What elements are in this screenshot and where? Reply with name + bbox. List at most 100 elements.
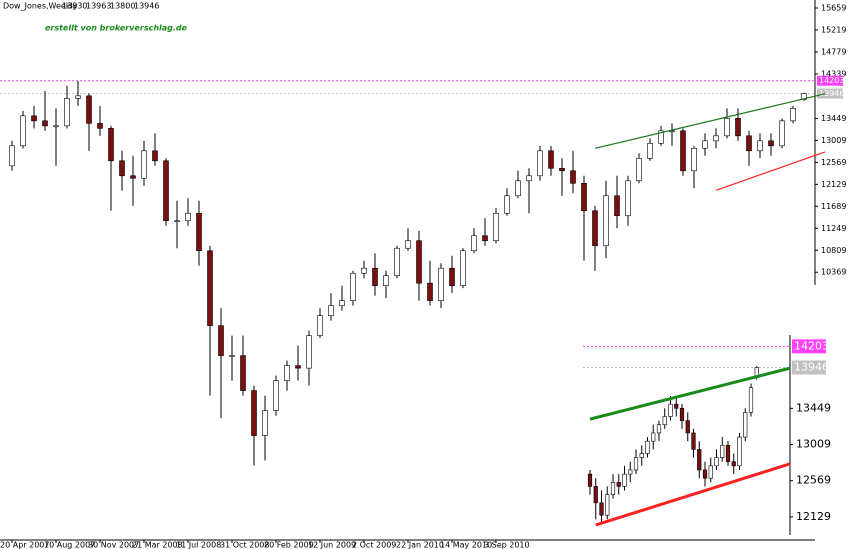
candle-body [493,212,499,242]
candle-body [610,481,616,495]
candle-body [714,457,719,467]
candle-body [725,444,731,463]
candle-body [592,210,598,247]
candle-body [735,118,741,137]
candle-body [662,416,667,426]
candle-body [636,158,642,182]
candle-body [394,247,400,276]
candle-body [731,461,736,467]
candle-body [746,135,752,152]
candle-body [416,240,422,284]
candle-body [668,403,673,417]
candle-body [427,282,433,301]
candle-body [713,135,719,142]
candle-body [339,300,345,306]
candle-body [438,267,444,301]
y-tick-label: 12569 [821,158,846,167]
candle-body [141,150,147,179]
candle-body [53,125,59,128]
x-tick-label: 21 Mar 2008 [132,541,183,549]
y-tick-label: 13449 [796,401,831,414]
candle-body [449,267,455,286]
candle-body [790,108,796,122]
y-tick-label: 10369 [821,268,846,277]
ohlc-close: 13946 [134,2,159,11]
candle-body [737,436,742,467]
candle-body [130,175,136,179]
x-tick-label: 31 Oct 2008 [220,541,269,549]
candle-body [471,235,477,252]
candle-body [587,473,593,487]
y-tick-label: 12129 [796,510,831,523]
candle-body [616,481,621,487]
candle-body [691,148,697,172]
candle-body [593,486,598,504]
y-tick-label: 12129 [821,180,846,189]
candle-body [697,449,702,471]
x-tick-label: 11 Jul 2008 [176,541,221,549]
candle-body [97,123,103,129]
y-tick-label: 13009 [821,136,846,145]
candle-body [628,469,633,475]
candle-body [317,315,323,336]
y-tick-label: 14339 [821,69,846,78]
level-label: 13946 [819,89,844,98]
candle-body [350,272,356,301]
candle-body [570,170,576,184]
candle-body [229,355,235,357]
candle-body [75,95,81,99]
candle-body [748,387,754,413]
candle-body [605,494,610,516]
candle-body [779,120,785,147]
candle-body [656,424,662,434]
y-tick-label: 12569 [796,474,831,487]
candle-body [768,140,774,147]
x-tick-label: 10 Aug 2007 [44,541,95,549]
candle-body [515,180,521,197]
candle-body [645,440,650,454]
candle-body [669,130,675,133]
level-label: 14203 [794,339,829,352]
candle-body [328,305,334,316]
candle-body [559,167,565,172]
candle-body [86,95,92,124]
candle-body [284,365,290,381]
candle-body [651,432,656,442]
candle-body [708,465,713,479]
candle-body [581,182,587,212]
level-label: 13946 [794,360,829,373]
candle-body [622,473,627,487]
candle-body [702,469,708,479]
candle-body [548,150,554,169]
x-tick-label: 12 Jun 2009 [308,541,356,549]
candle-body [674,403,679,409]
candle-body [633,457,639,471]
candle-body [482,235,488,242]
y-tick-label: 15659 [821,3,846,12]
candle-body [295,365,301,369]
trend-line [589,366,791,421]
candle-body [119,160,125,177]
candle-body [163,160,169,222]
candle-body [679,407,685,421]
y-tick-label: 10809 [821,246,846,255]
candle-body [273,380,279,411]
y-tick-label: 13009 [796,438,831,451]
candle-body [537,150,543,177]
candle-body [757,140,763,152]
candle-body [372,267,378,286]
level-label: 14203 [819,76,844,85]
candle-body [262,410,268,436]
candle-body [64,98,70,127]
trend-line [594,93,826,149]
candle-body [196,212,202,252]
x-tick-label: 22 Jan 2010 [396,541,444,549]
y-tick-label: 11689 [821,202,846,211]
candle-body [174,220,180,223]
candle-body [691,432,696,450]
trend-line [715,151,826,191]
candle-body [625,180,631,217]
candle-body [720,444,725,458]
x-tick-label: 2 Oct 2009 [352,541,396,549]
